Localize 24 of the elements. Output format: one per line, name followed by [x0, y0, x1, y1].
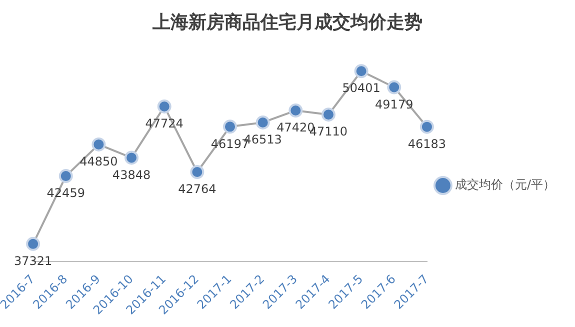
data-label: 44850 — [80, 154, 118, 169]
data-label: 43848 — [112, 168, 151, 182]
data-label: 42459 — [46, 186, 85, 200]
point — [354, 64, 368, 78]
point — [223, 120, 238, 134]
point — [26, 236, 40, 251]
point — [157, 99, 172, 114]
chart-title: 上海新房商品住宅月成交均价走势 — [152, 11, 424, 35]
point — [124, 150, 139, 165]
data-label: 47724 — [145, 116, 184, 131]
legend-label: 成交均价（元/平） — [454, 178, 556, 192]
point — [190, 165, 204, 180]
point — [420, 120, 434, 134]
data-label: 49179 — [375, 97, 414, 112]
data-label: 42764 — [178, 182, 216, 196]
point — [58, 169, 73, 184]
data-label: 37321 — [14, 254, 52, 268]
point — [92, 137, 106, 152]
point — [288, 104, 303, 118]
point — [256, 115, 270, 130]
data-label: 50401 — [342, 81, 380, 96]
data-label: 46183 — [408, 136, 446, 151]
point — [321, 108, 336, 122]
point — [387, 80, 402, 94]
